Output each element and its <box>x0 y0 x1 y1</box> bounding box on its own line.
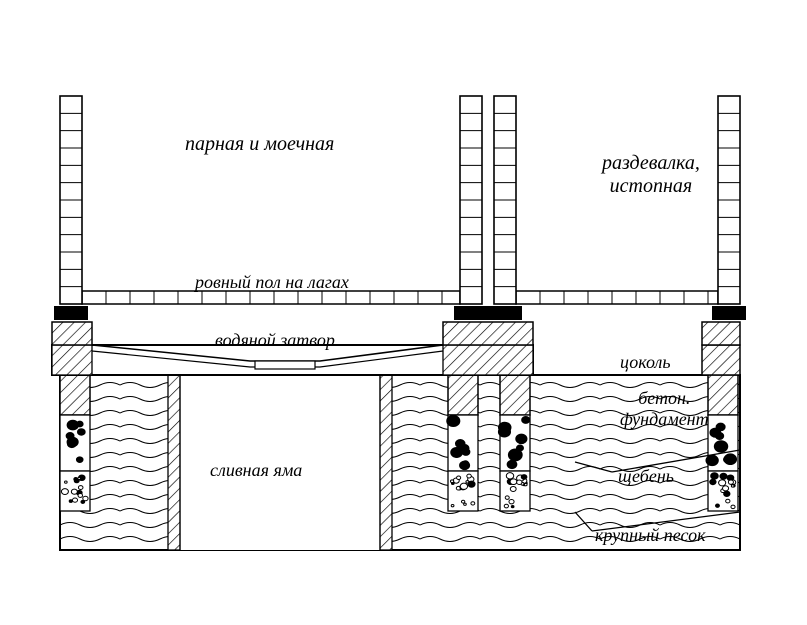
label-floor: ровный пол на лагах <box>195 272 349 293</box>
label-sand: крупный песок <box>595 525 706 546</box>
label-room2: раздевалка, истопная <box>602 152 700 198</box>
label-conc: бетон. фундамент <box>620 388 709 429</box>
label-gravel: щебень <box>618 466 674 487</box>
label-pit: сливная яма <box>210 460 302 481</box>
label-trap: водяной затвор <box>215 330 335 351</box>
label-room1: парная и моечная <box>185 133 334 156</box>
label-plinth: цоколь <box>620 352 671 373</box>
